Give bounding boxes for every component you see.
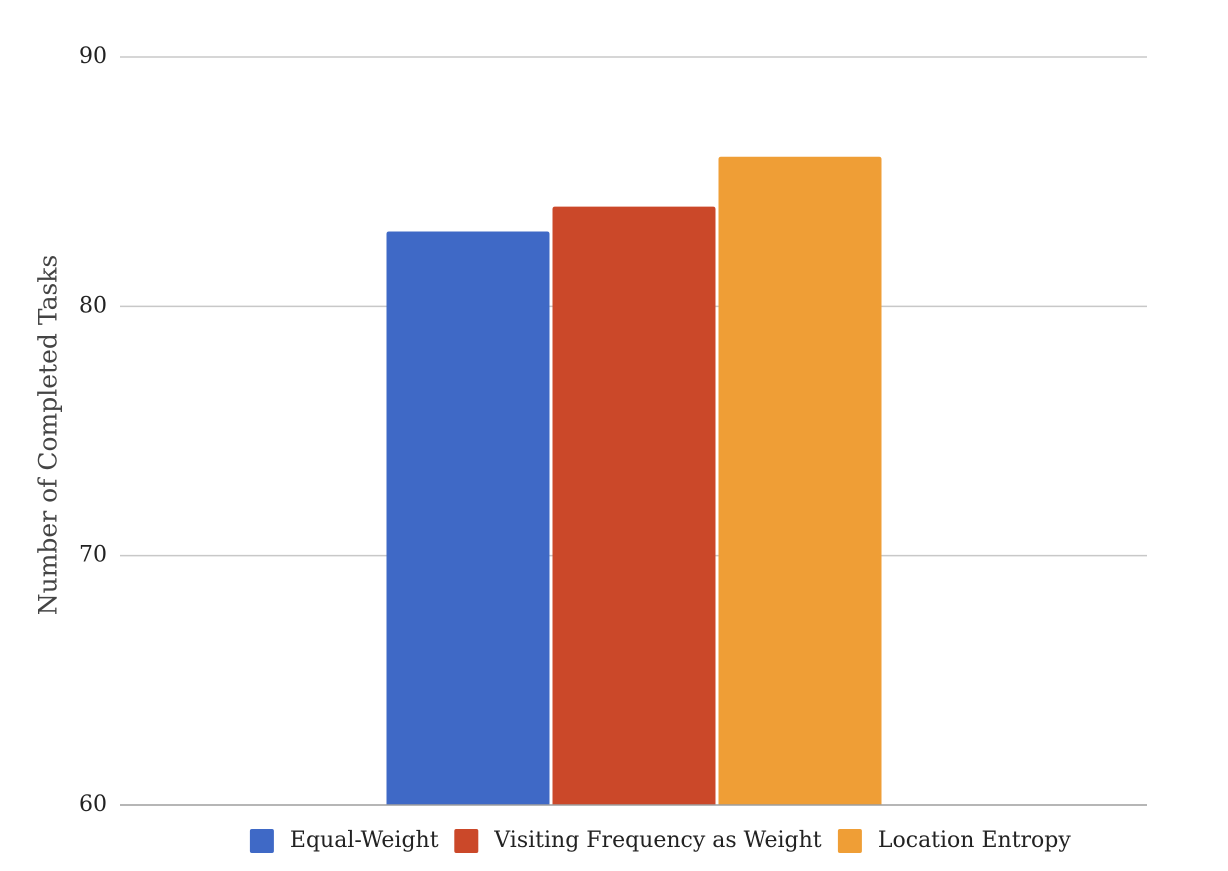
y-tick-label: 60 <box>79 792 107 817</box>
bar-location-entropy[interactable] <box>718 156 882 805</box>
y-tick-label: 70 <box>79 543 107 568</box>
bars <box>386 156 882 806</box>
bar-visiting-frequency-as-weight[interactable] <box>552 206 716 806</box>
legend-label: Equal-Weight <box>290 828 439 853</box>
legend-item[interactable]: Visiting Frequency as Weight <box>454 828 822 853</box>
legend-label: Location Entropy <box>878 828 1071 853</box>
y-tick-label: 80 <box>79 293 107 318</box>
y-tick-label: 90 <box>79 44 107 69</box>
legend-label: Visiting Frequency as Weight <box>493 828 821 853</box>
legend-swatch <box>454 829 479 853</box>
legend-item[interactable]: Location Entropy <box>837 828 1071 853</box>
bar-equal-weight[interactable] <box>386 231 550 806</box>
legend-item[interactable]: Equal-Weight <box>249 828 439 853</box>
legend-swatch <box>837 829 862 853</box>
legend-swatch <box>249 829 274 853</box>
y-axis-title: Number of Completed Tasks <box>34 255 63 616</box>
y-axis-ticks: 60 70 80 90 <box>79 44 107 817</box>
legend[interactable]: Equal-Weight Visiting Frequency as Weight… <box>249 828 1071 853</box>
